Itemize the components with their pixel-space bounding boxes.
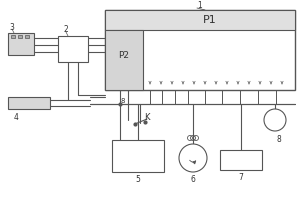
Text: 8: 8 [277,134,281,144]
Bar [58,36,88,62]
Text: 5: 5 [136,176,140,184]
Text: 4: 4 [14,112,18,121]
Text: 1: 1 [198,1,203,10]
Text: 7: 7 [238,173,243,182]
Bar [25,35,29,38]
Text: 3: 3 [10,22,14,31]
Text: P2: P2 [118,50,130,60]
Circle shape [179,144,207,172]
Text: 2: 2 [64,25,68,34]
Text: 8: 8 [121,98,125,104]
Bar [11,35,15,38]
Bar [105,10,295,90]
Bar [112,140,164,172]
Text: 6: 6 [190,176,195,184]
Bar [220,150,262,170]
Circle shape [264,109,286,131]
Bar [105,30,143,90]
Text: K: K [144,112,150,121]
Bar [105,10,295,30]
Text: P1: P1 [202,15,216,25]
Bar [18,35,22,38]
Bar [8,33,34,55]
Bar [8,97,50,109]
